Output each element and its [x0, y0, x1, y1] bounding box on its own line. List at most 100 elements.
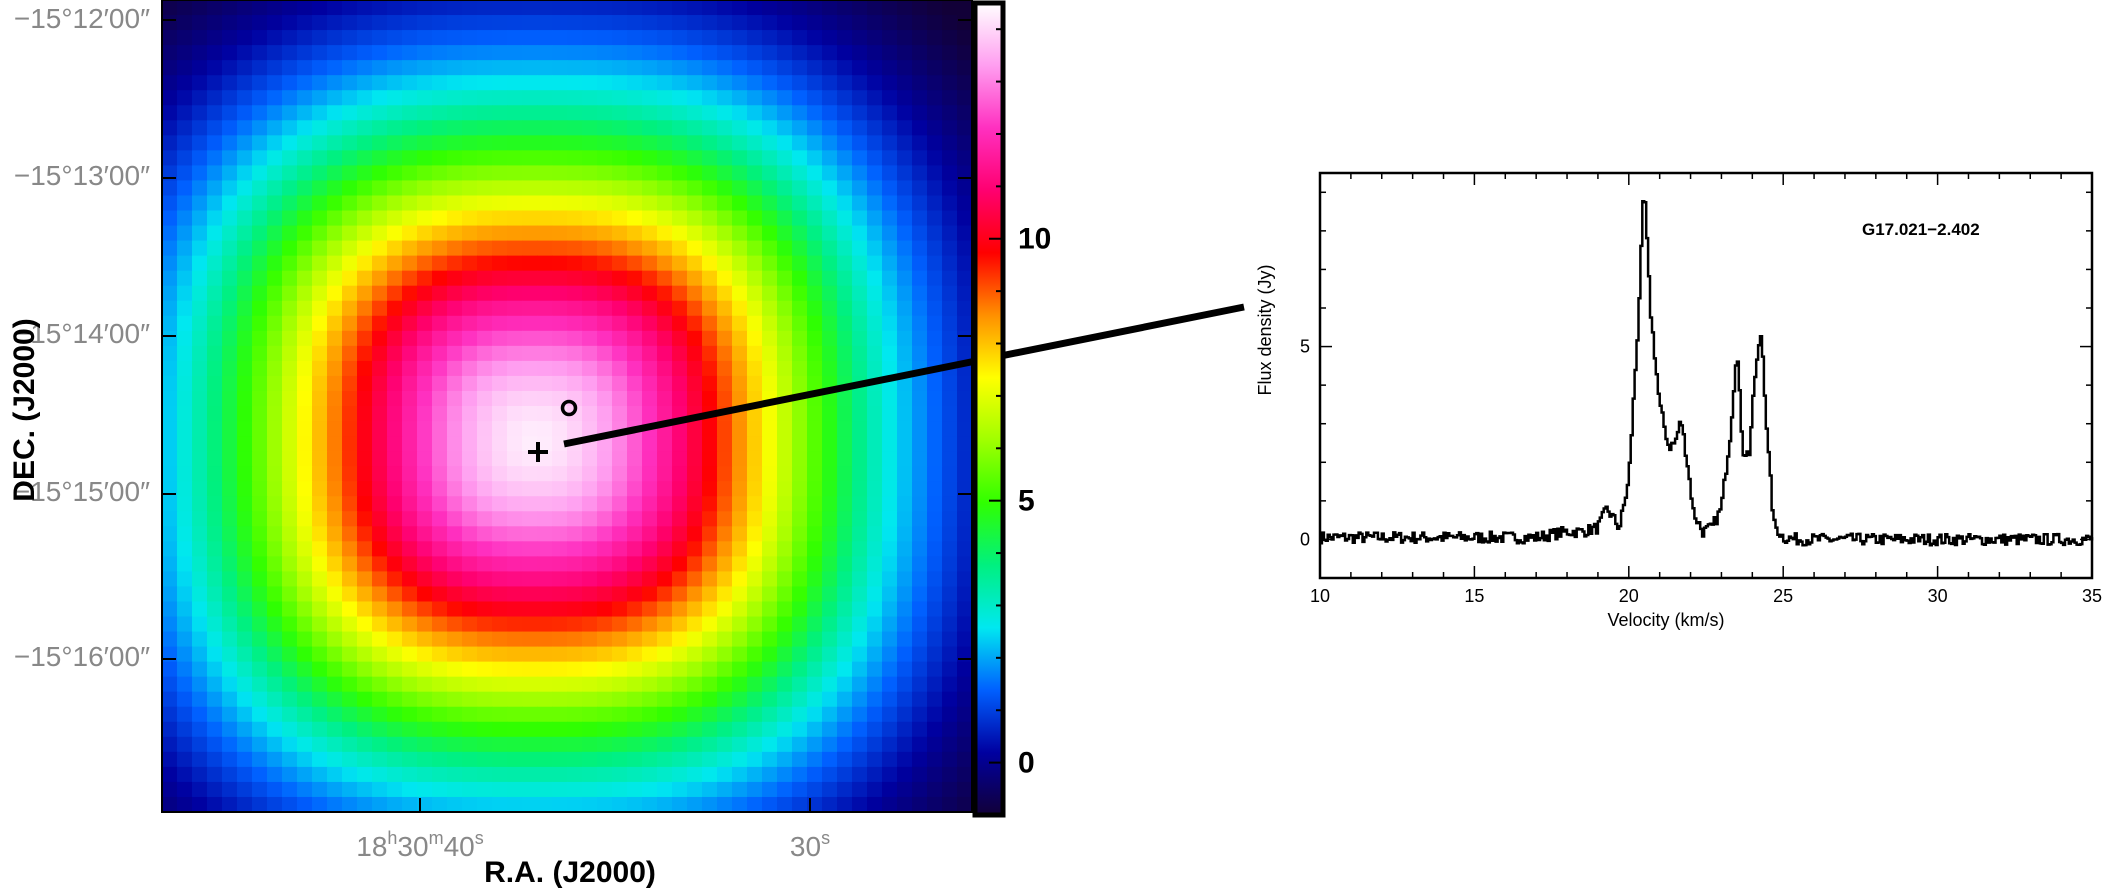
map-pixel: [927, 571, 943, 588]
map-pixel: [537, 60, 553, 76]
map-pixel: [537, 390, 553, 407]
map-pixel: [807, 496, 823, 512]
map-pixel: [687, 586, 703, 603]
map-pixel: [882, 120, 898, 136]
map-pixel: [177, 150, 193, 167]
map-pixel: [867, 105, 883, 121]
map-pixel: [447, 195, 463, 212]
map-pixel: [492, 571, 508, 588]
map-pixel: [762, 150, 778, 167]
map-pixel: [447, 135, 463, 151]
map-pixel: [807, 781, 823, 798]
map-pixel: [432, 526, 448, 542]
map-pixel: [297, 631, 313, 648]
map-pixel: [777, 616, 793, 633]
map-pixel: [507, 631, 523, 648]
map-pixel: [732, 75, 748, 91]
map-pixel: [657, 406, 673, 422]
colorbar-label-0: 0: [1018, 747, 1035, 780]
map-pixel: [807, 60, 823, 76]
map-pixel: [612, 75, 628, 91]
map-pixel: [342, 556, 358, 573]
map-pixel: [552, 691, 568, 708]
map-pixel: [717, 375, 733, 392]
map-pixel: [507, 210, 523, 227]
map-pixel: [342, 15, 358, 31]
map-pixel: [297, 60, 313, 76]
map-pixel: [717, 195, 733, 212]
map-pixel: [342, 135, 358, 151]
map-pixel: [402, 120, 418, 136]
map-pixel: [477, 631, 493, 648]
map-pixel: [732, 541, 748, 557]
map-pixel: [702, 30, 718, 46]
map-pixel: [732, 105, 748, 121]
map-pixel: [462, 60, 478, 76]
map-pixel: [672, 736, 688, 753]
map-pixel: [492, 751, 508, 768]
map-pixel: [702, 736, 718, 753]
map-pixel: [492, 195, 508, 212]
map-pixel: [687, 105, 703, 121]
map-pixel: [477, 75, 493, 91]
map-pixel: [327, 676, 343, 693]
map-pixel: [627, 30, 643, 46]
map-pixel: [162, 541, 178, 557]
map-pixel: [537, 315, 553, 332]
map-pixel: [207, 300, 223, 317]
map-pixel: [177, 180, 193, 197]
map-pixel: [297, 661, 313, 678]
map-pixel: [297, 616, 313, 633]
map-pixel: [657, 601, 673, 618]
map-pixel: [687, 390, 703, 407]
map-pixel: [612, 180, 628, 197]
map-pixel: [207, 375, 223, 392]
map-pixel: [492, 436, 508, 452]
map-pixel: [837, 616, 853, 633]
map-pixel: [237, 661, 253, 678]
map-pixel: [252, 210, 268, 227]
map-pixel: [402, 526, 418, 542]
map-pixel: [282, 165, 298, 182]
map-pixel: [732, 451, 748, 467]
map-pixel: [612, 135, 628, 151]
map-pixel: [507, 451, 523, 467]
map-pixel: [747, 45, 763, 61]
map-pixel: [162, 210, 178, 227]
map-pixel: [822, 496, 838, 512]
map-pixel: [252, 661, 268, 678]
map-pixel: [252, 751, 268, 768]
map-pixel: [672, 60, 688, 76]
map-pixel: [177, 390, 193, 407]
map-pixel: [822, 661, 838, 678]
map-pixel: [342, 75, 358, 91]
map-pixel: [537, 15, 553, 31]
map-pixel: [732, 210, 748, 227]
map-pixel: [747, 586, 763, 603]
map-pixel: [552, 586, 568, 603]
map-pixel: [537, 676, 553, 693]
map-pixel: [252, 105, 268, 121]
map-pixel: [597, 0, 613, 16]
map-pixel: [222, 526, 238, 542]
map-pixel: [792, 676, 808, 693]
map-pixel: [462, 120, 478, 136]
map-pixel: [462, 345, 478, 362]
map-pixel: [402, 781, 418, 798]
map-pixel: [222, 90, 238, 106]
map-pixel: [927, 541, 943, 557]
map-pixel: [942, 240, 958, 257]
map-pixel: [837, 646, 853, 663]
map-pixel: [207, 751, 223, 768]
map-pixel: [282, 676, 298, 693]
map-pixel: [672, 15, 688, 31]
map-pixel: [942, 270, 958, 287]
map-pixel: [162, 601, 178, 618]
map-pixel: [882, 210, 898, 227]
map-pixel: [312, 180, 328, 197]
map-pixel: [897, 75, 913, 91]
map-pixel: [657, 45, 673, 61]
map-pixel: [567, 150, 583, 167]
map-pixel: [597, 466, 613, 482]
map-pixel: [507, 390, 523, 407]
